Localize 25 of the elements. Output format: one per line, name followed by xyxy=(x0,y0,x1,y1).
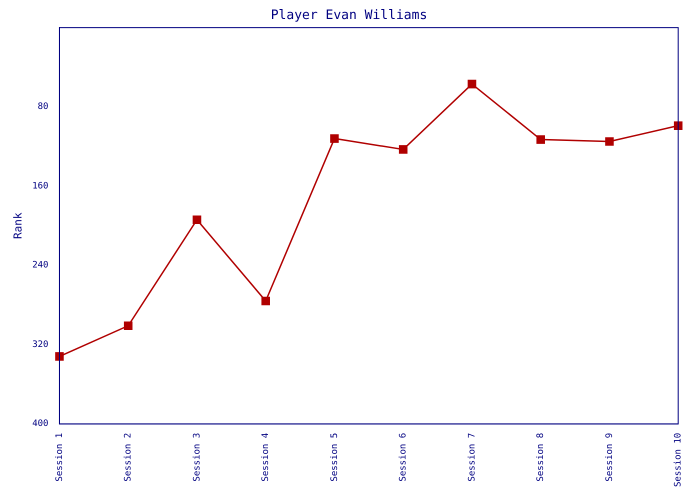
x-tick-label: Session 6 xyxy=(398,432,409,482)
point xyxy=(192,215,202,224)
x-tick-label: Session 10 xyxy=(674,432,684,488)
point xyxy=(536,135,545,144)
x-tick-label: Session 5 xyxy=(330,432,340,482)
point xyxy=(124,321,132,330)
point xyxy=(398,145,408,154)
point xyxy=(468,80,476,88)
y-tick-label: 160 xyxy=(32,181,48,192)
x-tick-label: Session 4 xyxy=(261,432,272,482)
x-tick-label: Session 1 xyxy=(54,432,65,482)
x-tick-label: Session 9 xyxy=(604,432,615,482)
point xyxy=(261,296,270,306)
y-axis-title: Rank xyxy=(11,212,24,239)
y-tick-label: 240 xyxy=(32,260,48,271)
chart-title: Player Evan Williams xyxy=(270,8,428,24)
y-tick-label: 320 xyxy=(32,340,48,350)
x-tick-label: Session 3 xyxy=(192,432,202,482)
point xyxy=(605,137,614,146)
x-tick-label: Session 2 xyxy=(124,432,134,482)
x-tick-label: Session 7 xyxy=(467,432,478,482)
y-tick-label: 400 xyxy=(32,419,48,430)
point xyxy=(330,134,339,143)
x-tick-label: Session 8 xyxy=(536,432,546,482)
y-tick-label: 80 xyxy=(38,102,48,112)
